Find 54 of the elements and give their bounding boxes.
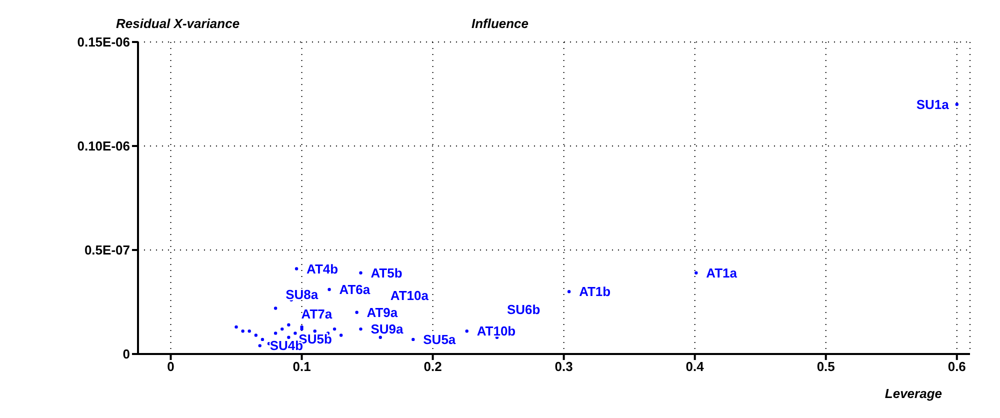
annotation: SU1a <box>916 96 950 112</box>
chart-title: Influence <box>471 16 529 31</box>
x-tick-label: 0 <box>167 359 174 374</box>
point <box>274 306 278 310</box>
annotation: AT9a <box>366 304 398 320</box>
point <box>359 271 362 274</box>
annotation: SU9a <box>370 322 404 337</box>
point <box>313 330 316 333</box>
y-tick-label: 0 <box>122 346 130 362</box>
point <box>241 330 244 333</box>
point <box>260 338 264 342</box>
x-tick-label: 0.3 <box>554 359 573 374</box>
x-tick-label: 0.1 <box>292 359 311 374</box>
annotation: AT10a <box>390 288 430 303</box>
point <box>412 338 415 342</box>
point <box>355 310 358 314</box>
annotation: SU5a <box>423 332 456 347</box>
point <box>287 323 290 326</box>
point <box>567 290 571 294</box>
point <box>332 327 336 331</box>
x-axis-title: Leverage <box>884 386 942 401</box>
point <box>254 334 258 337</box>
point <box>294 332 297 335</box>
y-tick-label: 0.15E-06 <box>77 34 130 50</box>
annotation: SU8a <box>286 286 319 302</box>
point <box>287 336 290 339</box>
point <box>328 288 331 292</box>
annotation: AT1a <box>706 265 738 280</box>
x-tick-label: 0.5 <box>816 359 835 374</box>
point <box>378 336 382 339</box>
point <box>248 330 251 333</box>
y-tick-label: 0.10E-06 <box>77 138 130 154</box>
point <box>465 330 468 333</box>
point <box>234 325 238 329</box>
point <box>955 102 958 106</box>
annotation: AT1b <box>579 284 611 300</box>
y-tick-label: 0.5E-07 <box>84 242 130 258</box>
point <box>274 332 278 335</box>
point <box>294 267 298 270</box>
x-tick-label: 0.6 <box>948 359 966 374</box>
annotation: AT6a <box>339 282 371 298</box>
point <box>359 327 362 331</box>
annotation: SU6b <box>507 302 540 317</box>
point <box>694 271 698 274</box>
annotation: AT10b <box>476 324 516 339</box>
x-tick-label: 0.4 <box>686 359 705 374</box>
annotation: AT4b <box>306 261 338 276</box>
x-tick-label: 0.2 <box>424 359 442 374</box>
point <box>339 334 343 337</box>
point <box>280 327 284 331</box>
point <box>258 344 262 348</box>
y-axis-title: Residual X-variance <box>116 16 240 31</box>
annotation: AT7a <box>301 306 333 322</box>
annotation: AT5b <box>370 265 402 280</box>
